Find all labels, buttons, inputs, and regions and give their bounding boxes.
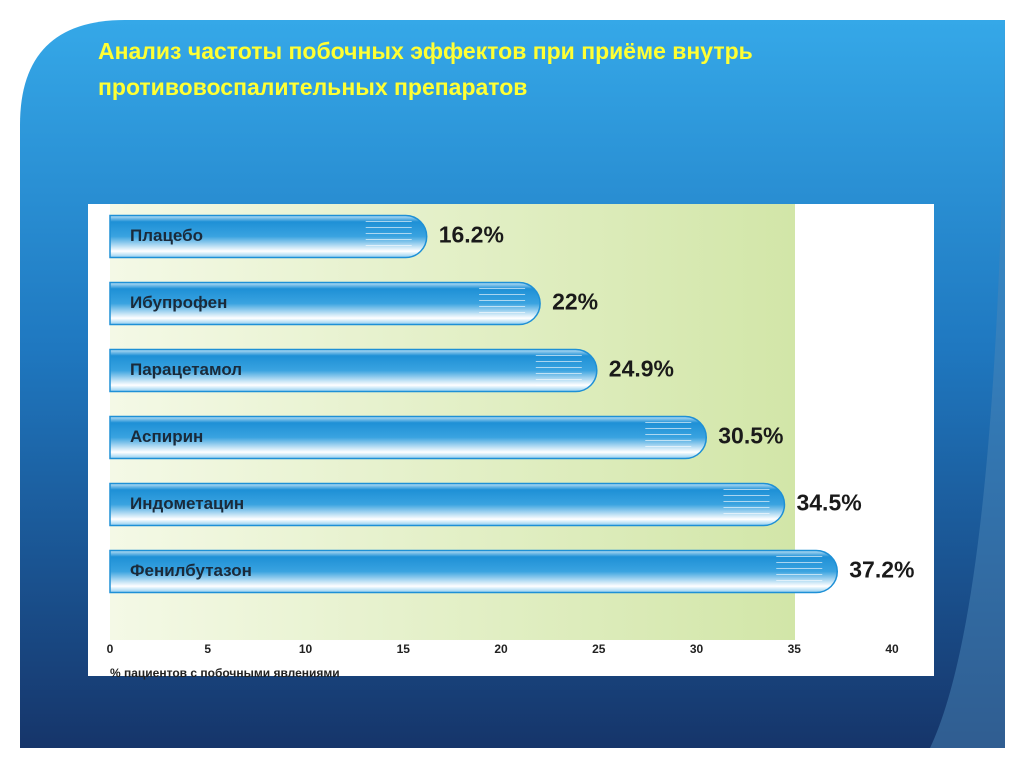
x-tick-label: 10 [299,642,313,656]
value-label: 37.2% [849,557,914,583]
value-label: 16.2% [439,222,504,248]
value-label: 34.5% [796,490,861,516]
x-axis-label: % пациентов с побочными явлениями [110,666,340,680]
x-tick-label: 30 [690,642,704,656]
x-tick-label: 20 [494,642,508,656]
x-tick-label: 35 [788,642,802,656]
x-tick-label: 5 [204,642,211,656]
category-label: Плацебо [130,226,203,245]
panel-accent [930,20,1005,748]
bar [109,549,839,594]
x-tick-label: 15 [397,642,411,656]
value-label: 22% [552,289,598,315]
bar [109,415,708,460]
value-label: 30.5% [718,423,783,449]
bar [109,281,541,326]
x-tick-label: 40 [885,642,899,656]
x-tick-label: 0 [107,642,114,656]
bar [109,482,786,527]
category-label: Фенилбутазон [130,561,252,580]
bar [109,214,428,259]
category-label: Ибупрофен [130,293,227,312]
value-label: 24.9% [609,356,674,382]
slide-title: Анализ частоты побочных эффектов при при… [98,38,753,100]
category-label: Индометацин [130,494,244,513]
category-label: Аспирин [130,427,203,446]
bar [109,348,598,393]
x-tick-label: 25 [592,642,606,656]
category-label: Парацетамол [130,360,242,379]
